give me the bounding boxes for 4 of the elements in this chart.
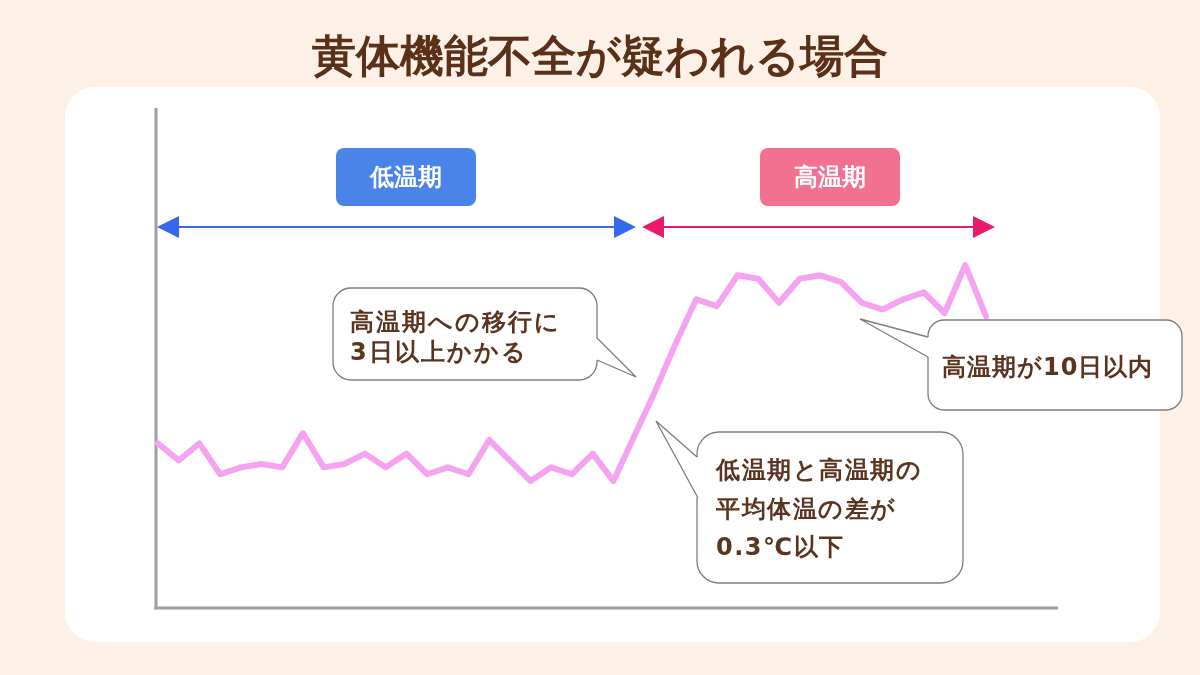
annotation: 低温期と高温期の平均体温の差が0.3℃以下: [716, 455, 923, 563]
annotation: 高温期が10日以内: [942, 352, 1154, 382]
annotation: 高温期への移行に3日以上かかる: [350, 307, 562, 367]
chart-title: 黄体機能不全が疑われる場合: [311, 30, 889, 81]
